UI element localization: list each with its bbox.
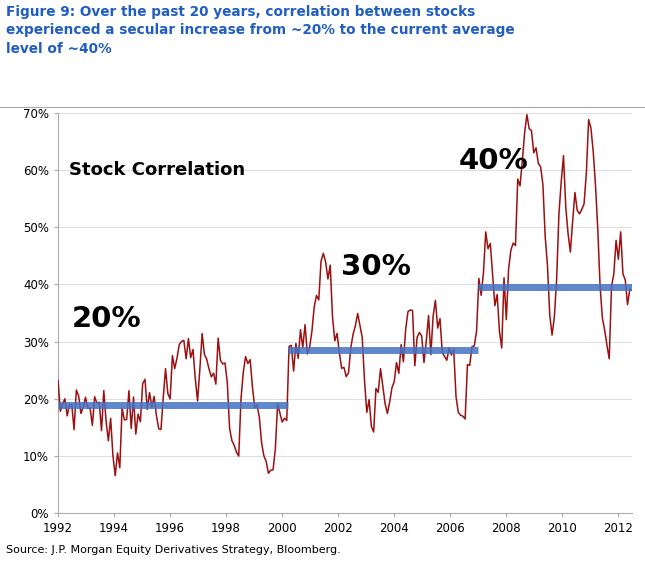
- Text: Figure 9: Over the past 20 years, correlation between stocks
experienced a secul: Figure 9: Over the past 20 years, correl…: [6, 5, 515, 56]
- Text: 30%: 30%: [341, 253, 411, 281]
- Text: Stock Correlation: Stock Correlation: [69, 161, 245, 179]
- Text: Source: J.P. Morgan Equity Derivatives Strategy, Bloomberg.: Source: J.P. Morgan Equity Derivatives S…: [6, 545, 341, 555]
- Text: 40%: 40%: [459, 147, 528, 175]
- Text: 20%: 20%: [72, 305, 142, 333]
